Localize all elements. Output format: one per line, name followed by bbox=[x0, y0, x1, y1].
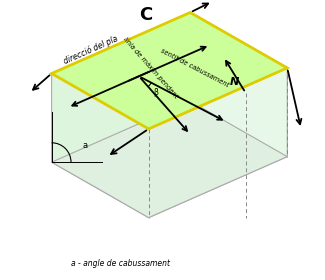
Polygon shape bbox=[52, 101, 287, 218]
Polygon shape bbox=[190, 13, 287, 157]
Text: línia de màxim pendent: línia de màxim pendent bbox=[122, 36, 179, 100]
Text: C: C bbox=[139, 6, 152, 24]
Text: β: β bbox=[153, 88, 158, 97]
Polygon shape bbox=[52, 73, 149, 218]
Text: sentit de cabussament: sentit de cabussament bbox=[160, 48, 230, 88]
Polygon shape bbox=[149, 68, 287, 218]
Text: a: a bbox=[82, 141, 87, 150]
Text: direcció del pla: direcció del pla bbox=[62, 34, 119, 66]
Polygon shape bbox=[52, 13, 287, 129]
Text: N: N bbox=[230, 77, 239, 87]
Text: a - angle de cabussament: a - angle de cabussament bbox=[72, 259, 170, 268]
